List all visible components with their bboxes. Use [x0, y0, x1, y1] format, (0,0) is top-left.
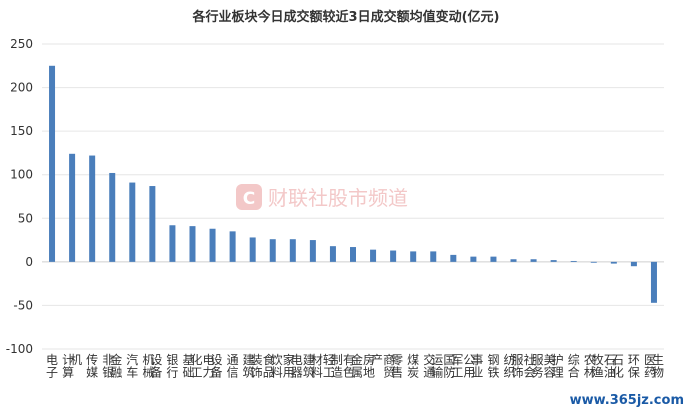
x-tick-label: 房地产	[363, 352, 383, 380]
watermark-text: 财联社股市频道	[268, 186, 408, 210]
bar	[249, 237, 256, 262]
y-tick-label: 150	[10, 124, 33, 138]
bar	[129, 182, 136, 262]
bar	[610, 261, 617, 264]
x-tick-label: 石油石化	[604, 353, 624, 380]
x-tick-label: 医药生物	[644, 353, 664, 380]
bar	[89, 155, 96, 262]
bar	[69, 153, 76, 262]
bar	[370, 249, 377, 262]
bar	[350, 247, 356, 262]
bar	[269, 239, 276, 262]
bar	[109, 172, 116, 262]
x-tick-label: 汽车	[126, 352, 138, 380]
x-tick-label: 综合	[568, 353, 580, 380]
x-tick-label: 计算机	[62, 353, 82, 380]
y-axis-ticks: -100 -50 0 50 100 150 200 250	[6, 37, 33, 356]
bar	[530, 259, 537, 262]
bar	[510, 259, 517, 262]
bar	[650, 261, 657, 303]
x-tick-label: 有色金属	[343, 352, 363, 380]
bar	[430, 251, 437, 262]
x-tick-label: 电力设备	[203, 353, 223, 380]
x-tick-label: 美容护理	[544, 353, 564, 380]
bar	[289, 239, 296, 262]
bar	[470, 256, 477, 262]
bar	[149, 186, 156, 262]
x-tick-label: 国防军工	[443, 353, 463, 380]
watermark: C 财联社股市频道	[236, 184, 408, 210]
bar	[630, 261, 637, 267]
bar	[390, 250, 397, 262]
x-tick-label: 传媒	[86, 352, 98, 380]
x-tick-label: 交通运输	[423, 352, 443, 380]
watermark-logo-icon	[236, 184, 262, 210]
bars	[49, 65, 657, 303]
x-tick-label: 环保	[628, 353, 640, 380]
bar	[329, 246, 336, 262]
x-tick-label: 社会服务	[524, 352, 544, 380]
y-tick-label: 250	[10, 37, 33, 51]
x-tick-label: 电子	[46, 353, 58, 380]
chart-title: 各行业板块今日成交额较近3日成交额均值变动(亿元)	[192, 9, 500, 25]
x-tick-label: 纺织服饰	[504, 353, 524, 380]
y-tick-label: -100	[6, 342, 33, 356]
corner-watermark-text: www.365jz.com	[570, 393, 684, 408]
y-tick-label: 50	[18, 211, 33, 225]
watermark-logo-letter: C	[243, 189, 255, 209]
bar	[189, 226, 196, 262]
bar	[570, 260, 577, 262]
y-tick-label: 100	[10, 168, 33, 182]
x-tick-label: 机械设备	[142, 353, 162, 380]
x-tick-label: 建筑材料	[303, 353, 323, 380]
x-tick-label: 基础化工	[182, 353, 202, 380]
x-tick-label: 食品饮料	[263, 352, 283, 380]
y-tick-label: -50	[13, 298, 33, 312]
x-tick-label: 煤炭	[407, 353, 419, 380]
x-tick-label: 建筑装饰	[243, 353, 263, 380]
bar	[550, 260, 557, 262]
bar	[490, 256, 497, 262]
y-tick-label: 200	[10, 81, 33, 95]
corner-watermark: www.365jz.com	[570, 393, 684, 408]
x-tick-label: 轻工制造	[323, 353, 343, 380]
x-tick-label: 农林牧渔	[584, 353, 604, 380]
x-tick-label: 公用事业	[463, 353, 483, 380]
x-tick-label: 非银金融	[102, 352, 122, 380]
bar	[209, 228, 216, 262]
bar	[410, 251, 417, 262]
bar	[590, 261, 597, 263]
y-tick-label: 0	[25, 255, 33, 269]
bar	[450, 254, 457, 262]
bar	[49, 65, 56, 262]
x-tick-label: 钢铁	[487, 353, 499, 380]
bar	[309, 240, 316, 262]
x-tick-label: 银行	[166, 353, 178, 380]
bar	[169, 225, 176, 262]
x-tick-label: 商贸零售	[383, 352, 403, 380]
x-tick-label: 通信	[227, 353, 239, 380]
bar	[229, 231, 236, 262]
x-tick-label: 家用电器	[283, 352, 303, 380]
